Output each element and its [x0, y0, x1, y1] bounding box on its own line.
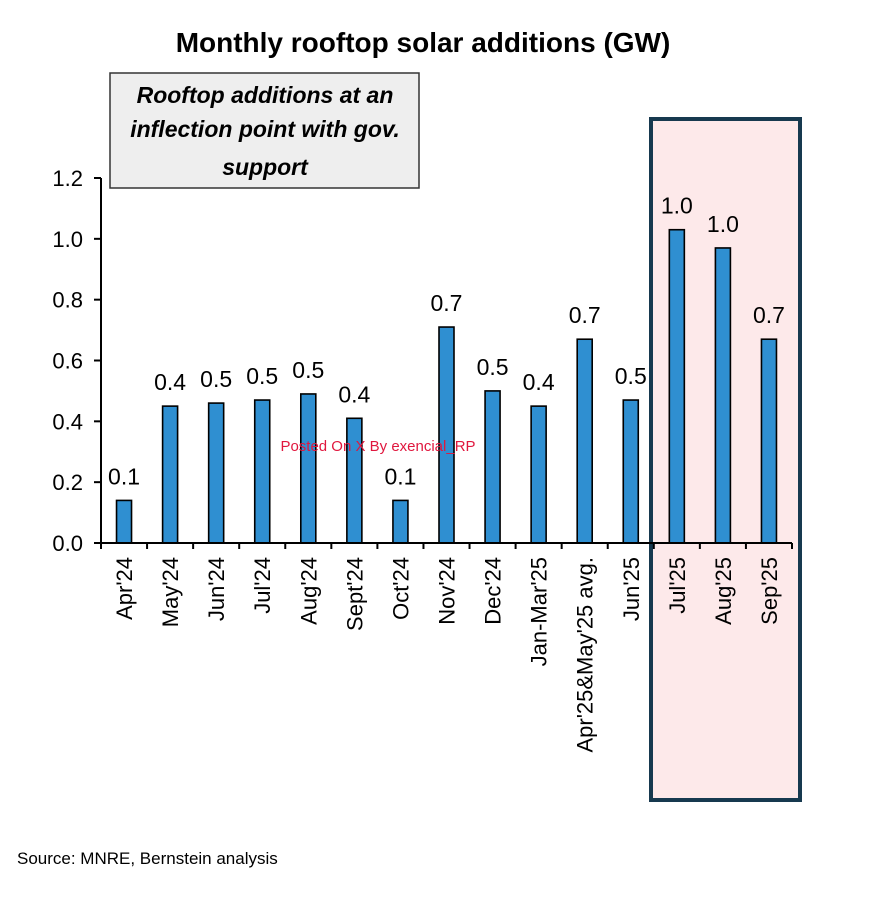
data-label: 0.5: [615, 363, 647, 389]
bar: [299, 393, 317, 544]
bar: [253, 399, 271, 544]
y-tick-label: 0.8: [52, 288, 83, 313]
annotation-box-bg: [109, 72, 420, 189]
data-label: 0.7: [753, 302, 785, 328]
bar: [392, 499, 409, 544]
data-label: 0.4: [338, 381, 370, 407]
bar: [207, 402, 225, 544]
watermark: Posted On X By exencial_RP: [280, 438, 475, 455]
annotation-line-1: Rooftop additions at an: [137, 82, 394, 108]
category-label: Dec'24: [481, 557, 506, 625]
y-tick-label: 1.0: [52, 227, 83, 252]
x-axis: Apr'24 May'24 Jun'24 Jul'24 Aug'24 Sept'24 Oct…: [100, 542, 793, 753]
chart-title: Monthly rooftop solar additions (GW): [176, 27, 671, 58]
category-label: Apr'25&May'25 avg.: [573, 557, 598, 753]
category-label: Jul'25: [665, 557, 690, 614]
data-label: 0.4: [523, 369, 555, 395]
category-label: Nov'24: [435, 557, 460, 625]
y-tick-label: 1.2: [52, 166, 83, 191]
category-label: May'24: [158, 557, 183, 627]
category-label: Oct'24: [388, 557, 413, 620]
category-label: Sept'24: [342, 557, 367, 631]
annotation-line-3: support: [222, 154, 309, 180]
annotation-box: Rooftop additions at an inflection point…: [109, 72, 420, 189]
bar: [668, 228, 686, 544]
category-label: Jun'25: [619, 557, 644, 621]
data-label: 0.5: [246, 363, 278, 389]
data-label: 0.5: [292, 357, 324, 383]
bar: [115, 499, 133, 544]
y-tick-label: 0.4: [52, 409, 83, 434]
data-label: 1.0: [661, 193, 693, 219]
data-label: 0.5: [477, 354, 509, 380]
data-label: 0.4: [154, 369, 186, 395]
bar: [576, 338, 594, 544]
bar: [622, 399, 640, 544]
category-label: Jul'24: [250, 557, 275, 614]
y-axis: 0.0 0.2 0.4 0.6 0.8 1.0 1.2: [52, 166, 102, 556]
category-label: Apr'24: [112, 557, 137, 620]
bar: [714, 247, 732, 544]
bars: 0.1 0.4 0.5 0.5 0.5 0.4 0.1 0.7 0.5 0.4 0.7 0.5 1.0 1…: [108, 193, 785, 544]
data-label: 0.1: [108, 463, 140, 489]
bar: [530, 405, 547, 544]
y-tick-label: 0.2: [52, 470, 83, 495]
bar: [438, 326, 455, 544]
category-label: Sep'25: [757, 557, 782, 625]
category-label: Aug'24: [296, 557, 321, 625]
data-label: 0.7: [569, 302, 601, 328]
source-note: Source: MNRE, Bernstein analysis: [17, 849, 278, 868]
data-label: 0.1: [384, 463, 416, 489]
bar: [760, 338, 778, 544]
category-label: Jun'24: [204, 557, 229, 621]
data-label: 0.5: [200, 366, 232, 392]
y-tick-label: 0.0: [52, 531, 83, 556]
bar: [346, 417, 363, 544]
bar: [161, 405, 179, 544]
category-label: Jan-Mar'25: [527, 557, 552, 666]
category-label: Aug'25: [711, 557, 736, 625]
data-label: 1.0: [707, 211, 739, 237]
annotation-line-2: inflection point with gov.: [130, 116, 400, 142]
bar: [484, 390, 501, 544]
y-tick-label: 0.6: [52, 349, 83, 374]
data-label: 0.7: [431, 290, 463, 316]
